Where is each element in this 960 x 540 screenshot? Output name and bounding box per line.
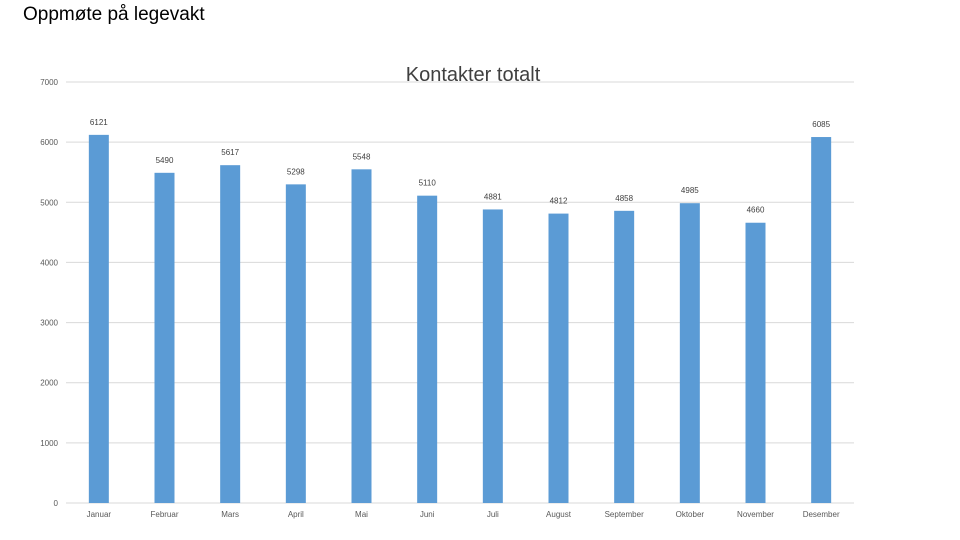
bar — [482, 209, 503, 503]
data-labels: 6121 5490 5617 5298 5548 5110 4881 4812 4858 4985… — [90, 118, 831, 215]
data-label: 4660 — [747, 206, 765, 215]
x-tick-label: Juni — [420, 510, 435, 519]
bar — [679, 203, 700, 503]
data-label: 5110 — [419, 179, 437, 188]
data-label: 6085 — [812, 120, 830, 129]
x-tick-label: Desember — [803, 510, 840, 519]
y-tick-label: 5000 — [40, 198, 58, 207]
x-tick-label: Mars — [221, 510, 239, 519]
bar — [811, 137, 832, 504]
data-label: 5490 — [156, 156, 174, 165]
x-tick-label: November — [737, 510, 774, 519]
y-tick-label: 3000 — [40, 319, 58, 328]
bar — [548, 213, 569, 503]
y-tick-label: 7000 — [40, 78, 58, 87]
x-tick-label: Februar — [150, 510, 178, 519]
bar — [220, 165, 241, 504]
data-label: 4985 — [681, 186, 699, 195]
bar — [351, 169, 372, 503]
y-tick-label: 1000 — [40, 439, 58, 448]
bar — [417, 195, 438, 504]
x-tick-label: August — [546, 510, 572, 519]
bar — [614, 210, 635, 504]
data-label: 4881 — [484, 192, 502, 201]
bar — [285, 184, 306, 503]
x-axis: Januar Februar Mars April Mai Juni Juli August S… — [87, 510, 840, 519]
gridlines — [66, 81, 854, 504]
x-tick-label: Oktober — [676, 510, 705, 519]
x-tick-label: Januar — [87, 510, 112, 519]
data-label: 5548 — [353, 152, 371, 161]
slide-title: Oppmøte på legevakt — [23, 4, 205, 25]
bar — [745, 222, 766, 503]
bar-series — [88, 134, 832, 504]
data-label: 6121 — [90, 118, 108, 127]
bar — [154, 172, 175, 503]
y-tick-label: 2000 — [40, 379, 58, 388]
y-axis: 0 1000 2000 3000 4000 5000 6000 7000 — [40, 78, 58, 508]
x-tick-label: April — [288, 510, 304, 519]
y-tick-label: 4000 — [40, 258, 58, 267]
data-label: 5298 — [287, 167, 305, 176]
y-tick-label: 0 — [54, 499, 59, 508]
data-label: 5617 — [221, 148, 239, 157]
y-tick-label: 6000 — [40, 138, 58, 147]
bar — [88, 134, 109, 503]
data-label: 4858 — [615, 194, 633, 203]
chart-title: Kontakter totalt — [406, 64, 541, 86]
data-label: 4812 — [550, 197, 568, 206]
x-tick-label: September — [605, 510, 644, 519]
x-tick-label: Mai — [355, 510, 368, 519]
x-tick-label: Juli — [487, 510, 499, 519]
